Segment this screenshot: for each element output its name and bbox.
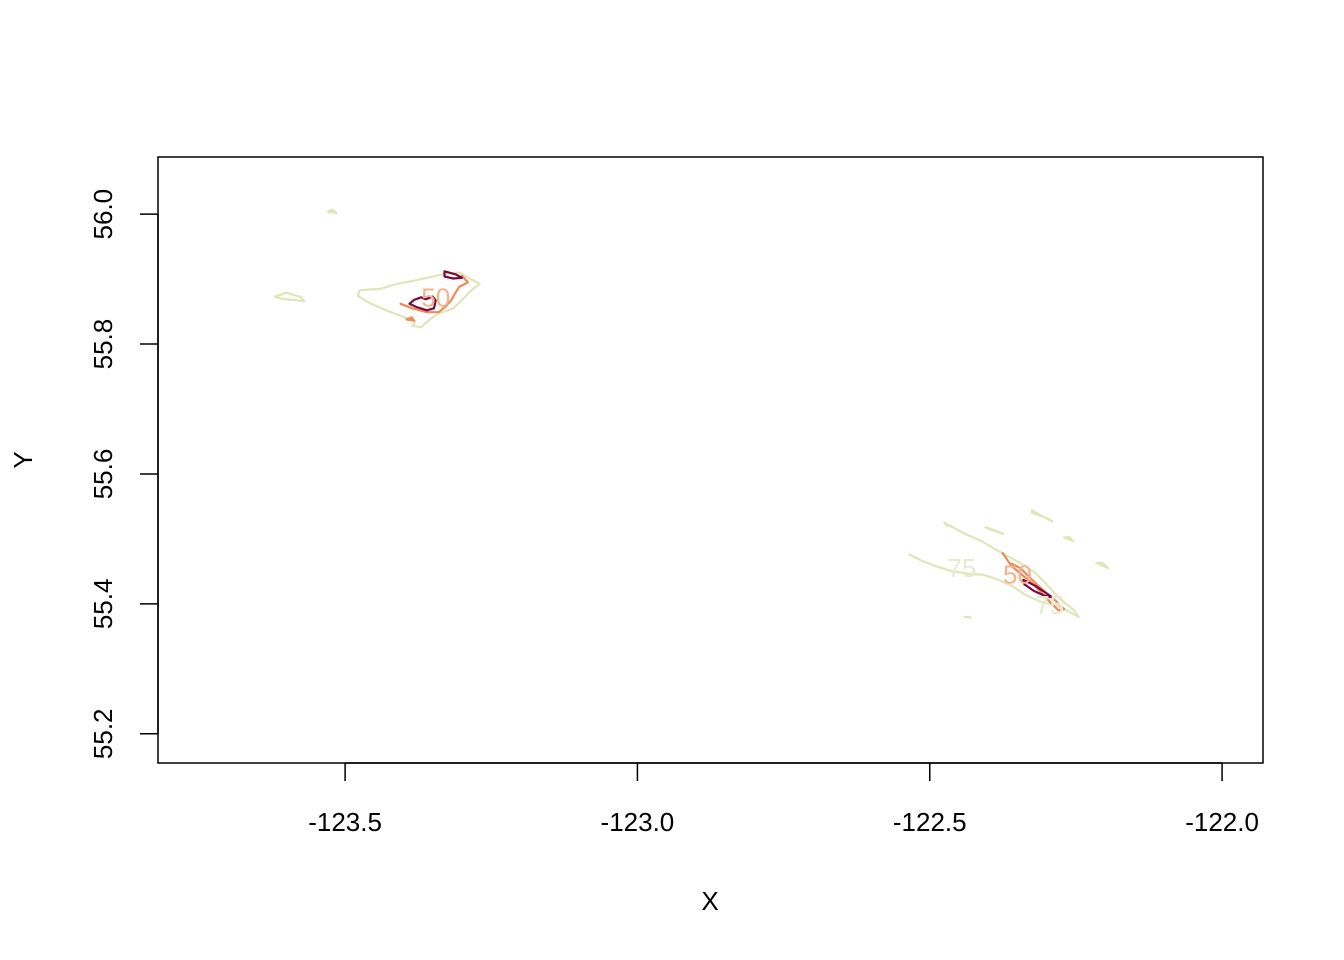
y-axis: 55.2 55.4 55.6 55.8 56.0 (88, 189, 159, 759)
contour-line-50 (399, 274, 469, 314)
contour-line-75 (908, 521, 1080, 618)
x-axis-title: X (701, 886, 718, 916)
contour-layer (273, 208, 1110, 619)
y-tick-label: 55.4 (88, 579, 118, 630)
contour-line-75 (1063, 535, 1075, 542)
contour-label: 50 (1003, 560, 1032, 590)
contour-line-75 (984, 526, 1004, 535)
contour-line-50 (1001, 552, 1066, 612)
contour-line-25 (443, 270, 464, 280)
contour-line-75 (356, 271, 481, 329)
contour-label: 50 (421, 282, 450, 312)
contour-line-75 (963, 615, 972, 619)
x-tick-label: -123.5 (308, 807, 382, 837)
contour-label: 75 (1035, 590, 1064, 620)
contour-line-75 (326, 208, 338, 214)
plot-box (157, 156, 1264, 764)
y-tick-label: 56.0 (88, 189, 118, 240)
y-axis-title: Y (8, 451, 38, 468)
y-tick-label: 55.8 (88, 319, 118, 370)
x-axis: -123.5 -123.0 -122.5 -122.0 (308, 762, 1259, 837)
x-tick-label: -122.0 (1185, 807, 1259, 837)
contour-line-75 (1031, 509, 1054, 523)
y-tick-label: 55.6 (88, 449, 118, 500)
contour-line-25 (408, 295, 437, 312)
contour-line-75 (1095, 561, 1110, 570)
x-tick-label: -122.5 (893, 807, 967, 837)
contour-line-75 (273, 291, 306, 303)
y-tick-label: 55.2 (88, 708, 118, 759)
contour-line-25 (1022, 578, 1054, 599)
contour-label: 75 (947, 553, 976, 583)
contour-line-50 (405, 316, 416, 322)
x-tick-label: -123.0 (601, 807, 675, 837)
